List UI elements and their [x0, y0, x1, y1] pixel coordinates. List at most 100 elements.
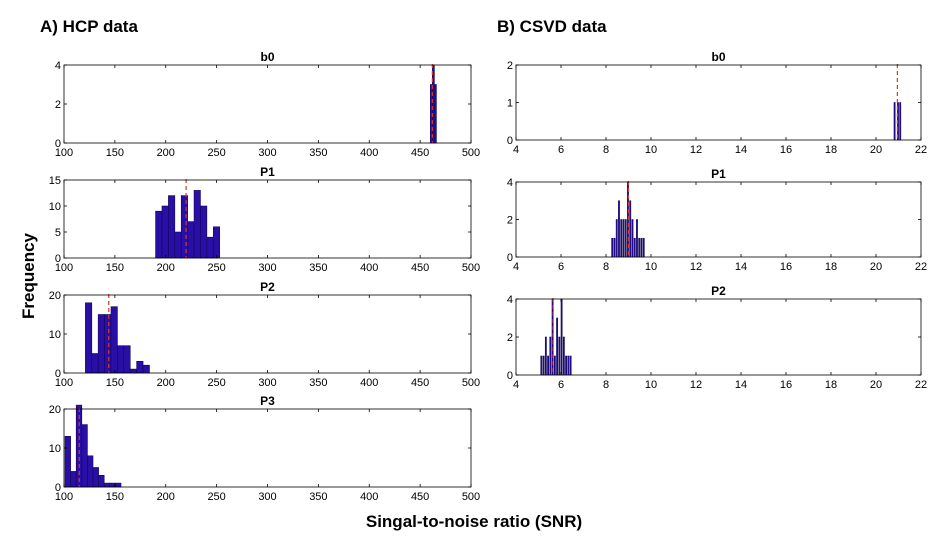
x-tick-label: 22 — [915, 144, 927, 156]
histogram-bar — [193, 190, 201, 259]
histogram-bar — [542, 355, 545, 376]
histogram-bar — [142, 364, 150, 374]
x-tick-label: 150 — [106, 147, 124, 159]
x-tick-label: 6 — [558, 379, 564, 391]
x-tick-label: 250 — [207, 377, 225, 389]
subplot-title: P1 — [711, 167, 726, 181]
histogram-bar — [92, 467, 99, 488]
x-tick-label: 8 — [603, 144, 609, 156]
histogram-bar — [642, 237, 645, 258]
x-tick-label: 450 — [411, 147, 429, 159]
axes-frame — [63, 408, 472, 488]
histogram-bar — [631, 219, 634, 258]
x-tick-label: 250 — [207, 491, 225, 503]
x-axis-label: Singal-to-noise ratio (SNR) — [366, 512, 582, 531]
x-tick-label: 400 — [360, 377, 378, 389]
x-tick-label: 8 — [603, 261, 609, 273]
subplot-title: P3 — [260, 394, 275, 408]
x-tick-label: 350 — [309, 491, 327, 503]
y-tick-label: 15 — [49, 175, 61, 187]
axes-frame — [515, 181, 922, 258]
x-tick-label: 350 — [309, 262, 327, 274]
x-tick-label: 100 — [55, 377, 73, 389]
x-tick-label: 16 — [780, 144, 792, 156]
x-tick-label: 12 — [690, 379, 702, 391]
histogram-bar — [560, 298, 563, 376]
x-tick-label: 6 — [558, 144, 564, 156]
histogram-bar — [558, 336, 561, 376]
y-tick-label: 10 — [49, 201, 61, 213]
x-tick-label: 300 — [258, 491, 276, 503]
y-tick-label: 20 — [49, 404, 61, 416]
histogram-bar — [615, 219, 618, 258]
histogram-bar — [123, 345, 131, 374]
x-tick-label: 14 — [735, 144, 747, 156]
histogram-bar — [624, 219, 627, 258]
panel-a-title: A) HCP data — [40, 17, 138, 36]
histogram-bar — [549, 336, 552, 376]
histogram-bar — [70, 471, 77, 488]
x-tick-label: 12 — [690, 261, 702, 273]
x-tick-label: 200 — [157, 147, 175, 159]
y-tick-label: 5 — [55, 227, 61, 239]
histogram-bar — [104, 314, 112, 374]
y-tick-label: 4 — [55, 60, 61, 72]
x-tick-label: 200 — [157, 491, 175, 503]
x-tick-label: 150 — [106, 491, 124, 503]
subplot-title: P2 — [260, 280, 275, 294]
y-tick-label: 0 — [55, 368, 61, 380]
subplot-title: P1 — [260, 165, 275, 179]
y-tick-label: 2 — [507, 215, 513, 227]
histogram-bar — [136, 360, 144, 374]
x-tick-label: 300 — [258, 377, 276, 389]
histogram-bar — [636, 219, 638, 258]
histogram-bar — [115, 482, 122, 488]
y-tick-label: 4 — [507, 294, 513, 306]
histogram-bar — [611, 237, 614, 258]
x-tick-label: 8 — [603, 379, 609, 391]
histogram-bar — [567, 355, 570, 376]
histogram-bar — [85, 302, 93, 374]
x-tick-label: 400 — [360, 262, 378, 274]
axes-frame — [63, 64, 472, 144]
subplot-title: b0 — [260, 50, 274, 64]
x-tick-label: 100 — [55, 491, 73, 503]
histogram-bar — [174, 231, 182, 259]
histogram-bar — [87, 455, 94, 488]
x-tick-label: 450 — [411, 262, 429, 274]
histogram-bar — [899, 102, 902, 141]
histogram-bar — [110, 306, 118, 374]
histogram-bar — [97, 314, 105, 374]
x-tick-label: 400 — [360, 491, 378, 503]
histogram-bar — [98, 474, 105, 488]
histogram-bar — [622, 219, 625, 258]
x-tick-label: 500 — [462, 377, 480, 389]
subplot-0: b0 100 150 200 250 300 350 400 450 500 0 2 4 — [55, 50, 480, 159]
subplot-1: P1 100 150 200 250 300 350 400 450 500 0 5 10 15 — [49, 165, 480, 274]
x-tick-label: 16 — [780, 261, 792, 273]
histogram-bar — [206, 236, 214, 259]
x-tick-label: 16 — [780, 379, 792, 391]
histogram-bar — [200, 205, 208, 259]
histogram-bar — [212, 226, 220, 259]
subplot-2: P2 100 150 200 250 300 350 400 450 500 0 10 20 — [49, 280, 480, 389]
x-tick-label: 18 — [825, 379, 837, 391]
subplot-6: P2 4 6 8 10 12 14 16 18 20 22 0 2 4 — [507, 284, 927, 391]
histogram-bar — [81, 424, 88, 488]
x-tick-label: 500 — [462, 262, 480, 274]
axes-frame — [515, 64, 922, 141]
y-tick-label: 2 — [507, 332, 513, 344]
histogram-bar — [117, 345, 125, 374]
histogram-bar — [155, 210, 163, 259]
x-tick-label: 450 — [411, 377, 429, 389]
x-tick-label: 10 — [645, 379, 657, 391]
x-tick-label: 20 — [870, 261, 882, 273]
x-tick-label: 300 — [258, 147, 276, 159]
histogram-bar — [129, 368, 137, 374]
axes-frame — [63, 179, 472, 259]
panel-b-title: B) CSVD data — [497, 17, 607, 36]
x-tick-label: 100 — [55, 262, 73, 274]
x-tick-label: 250 — [207, 262, 225, 274]
y-tick-label: 0 — [507, 252, 513, 264]
